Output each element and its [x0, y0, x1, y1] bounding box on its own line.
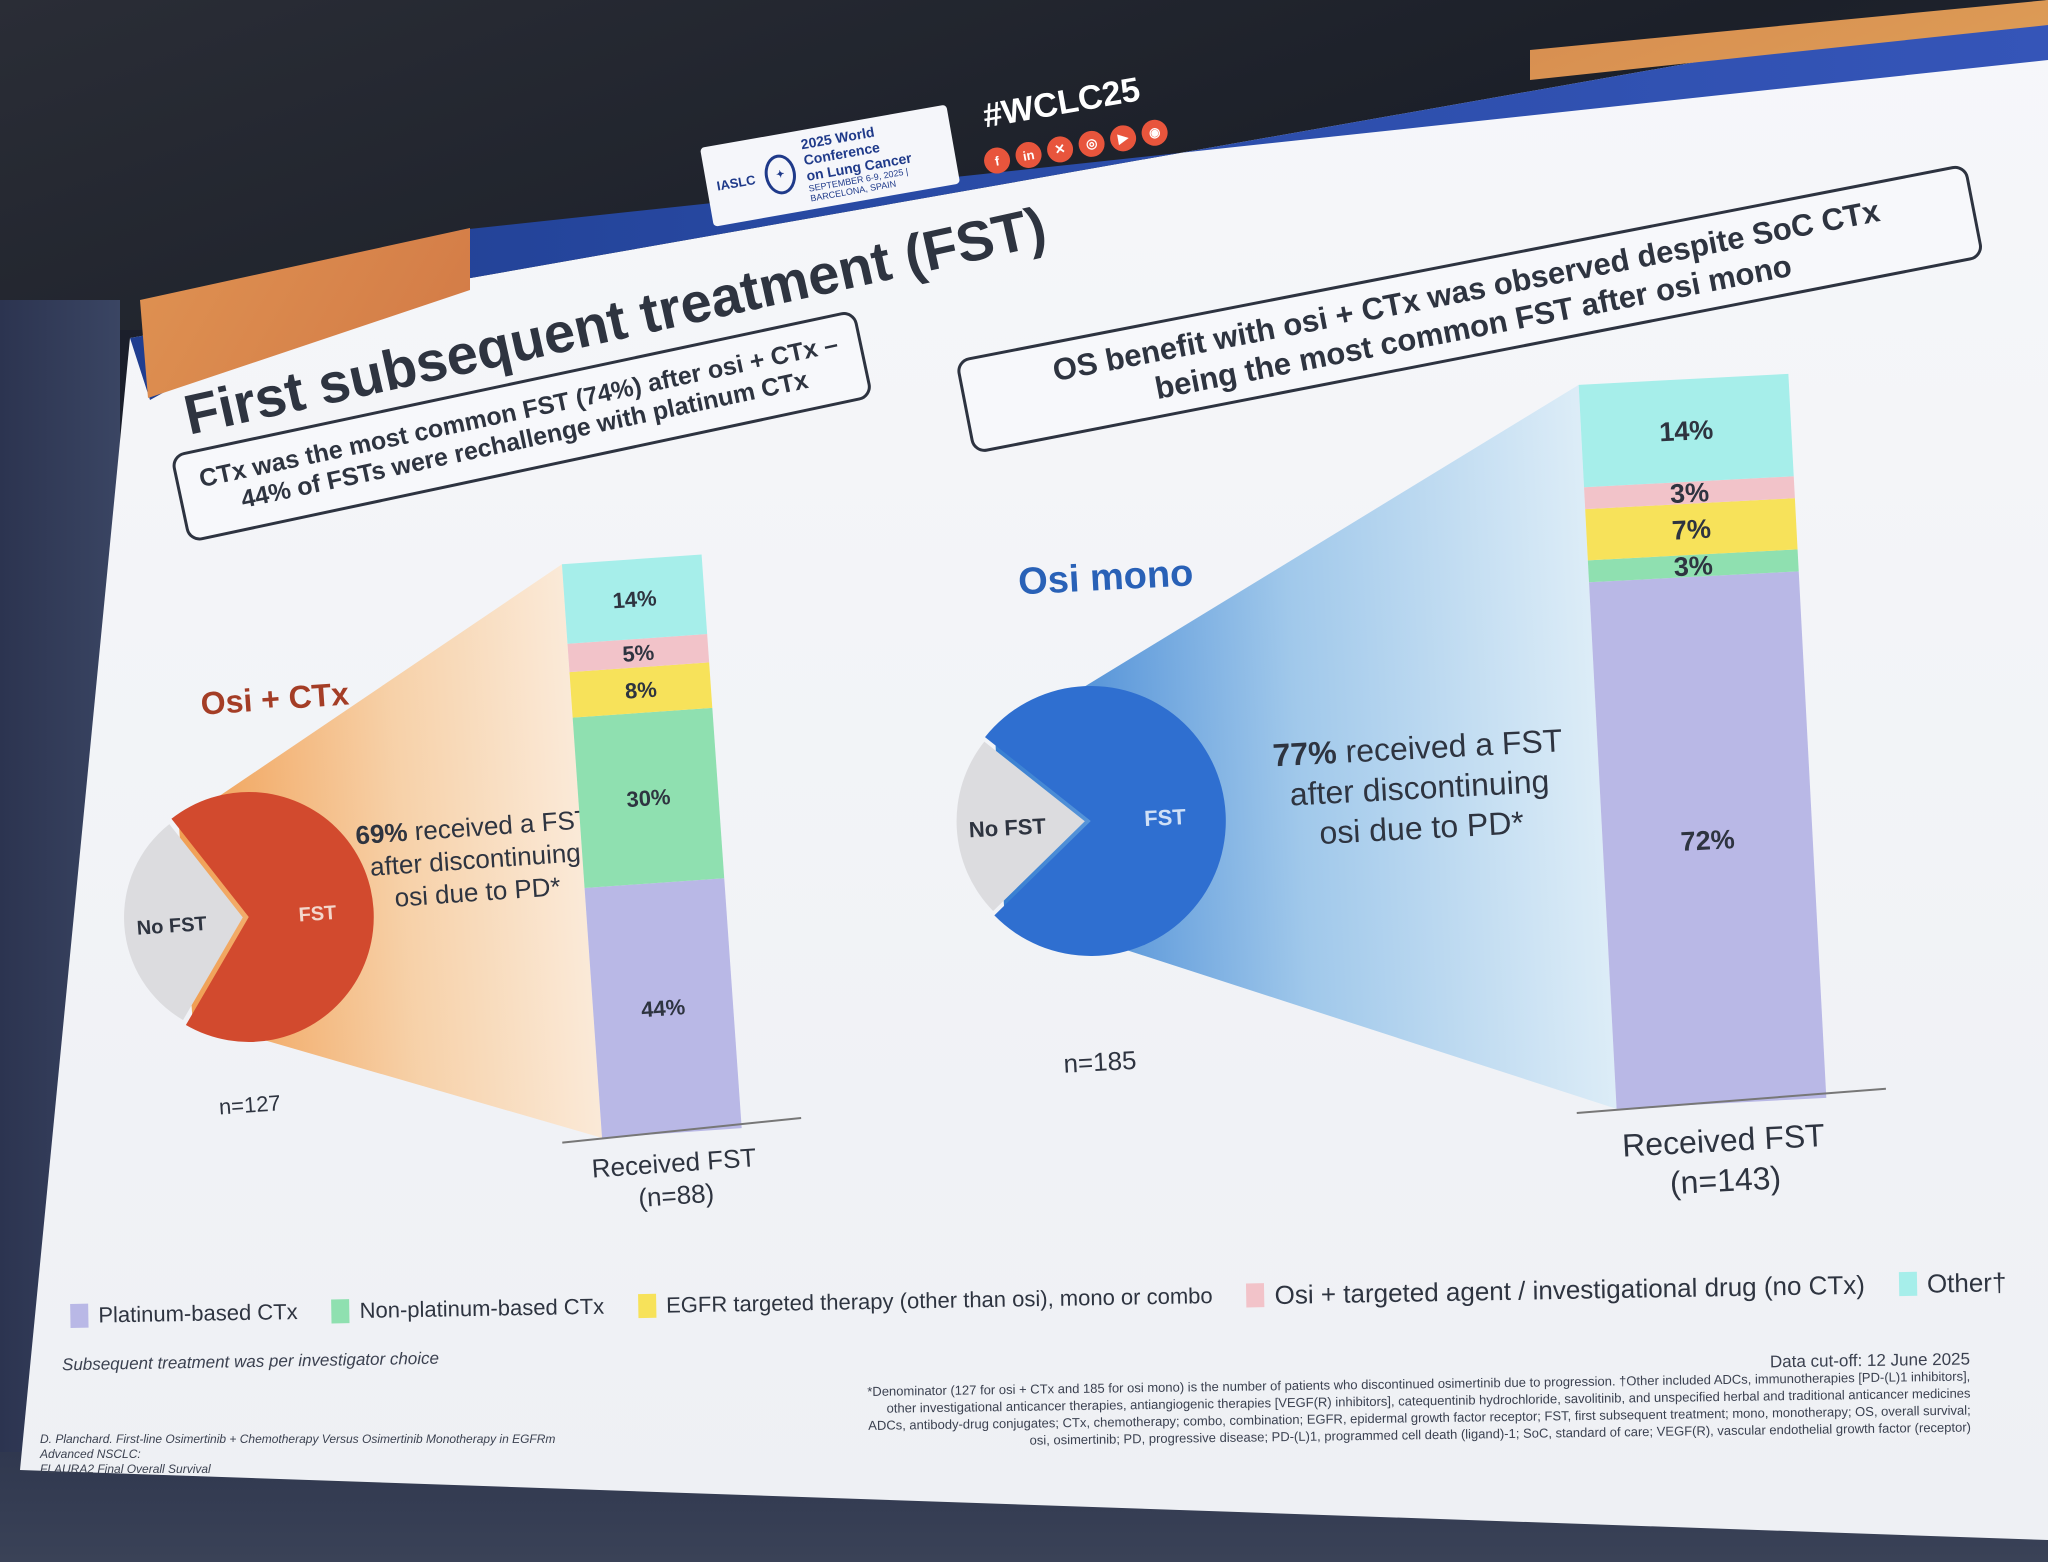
legend-swatch	[70, 1303, 89, 1328]
osi-ctx-bar-label: 44%	[640, 994, 686, 1022]
osi-ctx-slice-label-fst: FST	[298, 902, 337, 927]
osi-ctx-xlabel-line2: (n=88)	[637, 1178, 715, 1213]
legend-swatch	[637, 1293, 657, 1319]
legend-swatch	[1246, 1283, 1265, 1308]
osi-ctx-bar-segment	[572, 707, 725, 888]
osi-ctx-n-label: n=127	[218, 1090, 281, 1119]
osi-ctx-bar-label: 5%	[622, 640, 655, 667]
osi-ctx-annotation-pct: 69%	[355, 816, 416, 850]
osi-ctx-xlabel-line1: Received FST	[591, 1142, 758, 1183]
osi-mono-bar-segment	[1589, 571, 1827, 1109]
legend-label: Non-platinum-based CTx	[359, 1293, 605, 1323]
footnotes: Data cut-off: 12 June 2025 *Denominator …	[720, 1350, 1971, 1453]
osi-ctx-group-title: Osi + CTx	[200, 675, 351, 721]
osi-mono-bar-segment	[1584, 476, 1795, 510]
osi-ctx-bar-segment	[567, 634, 710, 673]
osi-ctx-slice-fst	[171, 791, 374, 1042]
legend-item: Platinum-based CTx	[70, 1299, 298, 1329]
osi-mono-bar-label: 7%	[1671, 514, 1712, 546]
legend-label: EGFR targeted therapy (other than osi), …	[665, 1283, 1213, 1318]
osi-ctx-bar-segment	[584, 878, 742, 1138]
osi-ctx-bar-label: 14%	[612, 585, 658, 613]
osi-mono-slice-label-no-fst: No FST	[968, 813, 1047, 842]
legend-item: EGFR targeted therapy (other than osi), …	[637, 1283, 1213, 1319]
osi-mono-group-title: Osi mono	[1017, 552, 1194, 603]
osi-mono-bar-label: 72%	[1680, 824, 1736, 857]
reference-line1: D. Planchard. First-line Osimertinib + C…	[40, 1432, 556, 1461]
osi-mono-baseline	[1576, 1087, 1886, 1114]
osi-ctx-baseline	[562, 1116, 802, 1144]
legend-item: Osi + targeted agent / investigational d…	[1246, 1269, 1865, 1311]
osi-mono-xlabel-line1: Received FST	[1621, 1117, 1825, 1164]
legend-swatch	[331, 1299, 350, 1324]
osi-mono-slice-no-fst	[956, 741, 1085, 912]
osi-mono-slice-fst	[985, 686, 1226, 956]
osi-ctx-bar-segment	[569, 662, 713, 718]
osi-mono-bar-label: 3%	[1669, 477, 1710, 509]
legend-label: Platinum-based CTx	[98, 1299, 298, 1328]
osi-ctx-slice-no-fst	[124, 824, 243, 1021]
osi-mono-bar-segment	[1587, 549, 1799, 583]
legend-item: Non-platinum-based CTx	[331, 1294, 604, 1325]
legend-label: Osi + targeted agent / investigational d…	[1274, 1269, 1866, 1310]
osi-mono-bar-segment	[1585, 498, 1798, 561]
osi-ctx-bar-label: 8%	[624, 677, 657, 704]
osi-mono-bar-label: 14%	[1658, 415, 1714, 448]
reference-line2: FLAURA2 Final Overall Survival	[40, 1462, 211, 1476]
legend-item: Other†	[1898, 1266, 2007, 1300]
osi-mono-bar-label: 3%	[1673, 550, 1714, 582]
osi-mono-annotation-pct: 77%	[1272, 734, 1347, 774]
osi-mono-slice-label-fst: FST	[1144, 804, 1187, 831]
legend-label: Other†	[1926, 1266, 2007, 1299]
reference: D. Planchard. First-line Osimertinib + C…	[40, 1432, 580, 1477]
osi-mono-bar-segment	[1578, 373, 1794, 488]
osi-mono-n-label: n=185	[1063, 1045, 1138, 1079]
osi-ctx-bar-label: 30%	[626, 784, 672, 812]
legend-swatch	[1898, 1271, 1918, 1297]
osi-ctx-bar-segment	[561, 554, 708, 644]
osi-mono-xlabel-line2: (n=143)	[1669, 1159, 1782, 1201]
osi-ctx-slice-label-no-fst: No FST	[136, 913, 207, 940]
